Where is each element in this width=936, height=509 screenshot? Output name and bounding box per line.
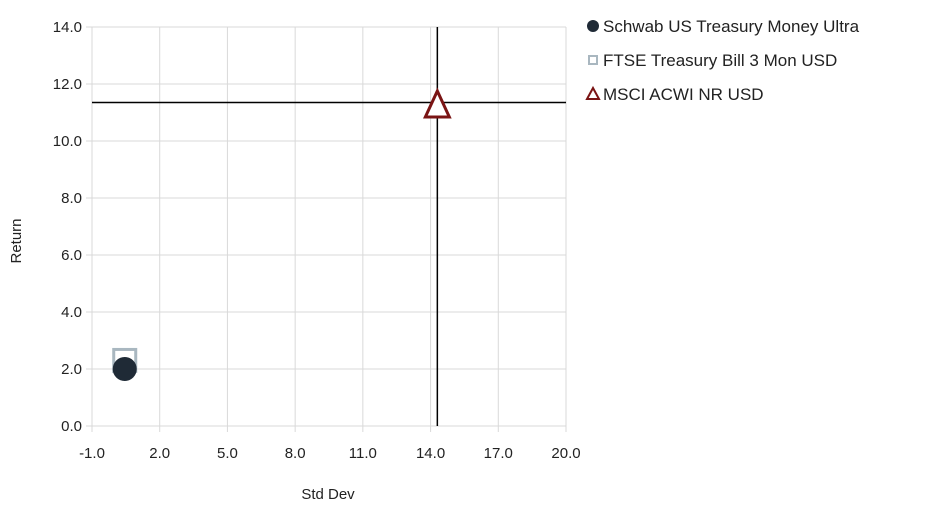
legend: Schwab US Treasury Money Ultra FTSE Treas… xyxy=(585,17,860,104)
x-tick-label: 5.0 xyxy=(217,445,238,462)
data-points xyxy=(112,87,452,381)
grid-lines xyxy=(86,26,567,432)
legend-label: MSCI ACWI NR USD xyxy=(603,85,764,104)
x-tick-label: 2.0 xyxy=(149,445,170,462)
x-tick-label: 8.0 xyxy=(285,445,306,462)
x-tick-label: -1.0 xyxy=(79,445,105,462)
legend-marker-circle xyxy=(587,20,599,32)
y-tick-label: 10.0 xyxy=(53,133,82,150)
y-tick-label: 6.0 xyxy=(61,247,82,264)
x-tick-label: 17.0 xyxy=(484,445,513,462)
legend-marker-square xyxy=(588,55,598,65)
x-tick-label: 14.0 xyxy=(416,445,445,462)
y-tick-label: 12.0 xyxy=(53,76,82,93)
y-tick-label: 14.0 xyxy=(53,19,82,36)
crosshair xyxy=(92,27,566,426)
y-tick-label: 0.0 xyxy=(61,418,82,435)
x-tick-label: 11.0 xyxy=(349,445,377,462)
y-axis-ticks: 0.0 2.0 4.0 6.0 8.0 10.0 12.0 14.0 xyxy=(53,19,82,435)
legend-marker-triangle xyxy=(585,85,601,100)
legend-label: FTSE Treasury Bill 3 Mon USD xyxy=(603,51,837,70)
x-tick-label: 20.0 xyxy=(551,445,580,462)
point-circle xyxy=(112,357,137,381)
x-axis-ticks: -1.0 2.0 5.0 8.0 11.0 14.0 17.0 20.0 xyxy=(79,445,581,462)
legend-label: Schwab US Treasury Money Ultra xyxy=(603,17,860,36)
y-axis-title: Return xyxy=(8,218,25,263)
point-triangle xyxy=(422,87,452,119)
y-tick-label: 8.0 xyxy=(61,190,82,207)
y-tick-label: 2.0 xyxy=(61,361,82,378)
x-axis-title: Std Dev xyxy=(301,486,355,503)
y-tick-label: 4.0 xyxy=(61,304,82,321)
